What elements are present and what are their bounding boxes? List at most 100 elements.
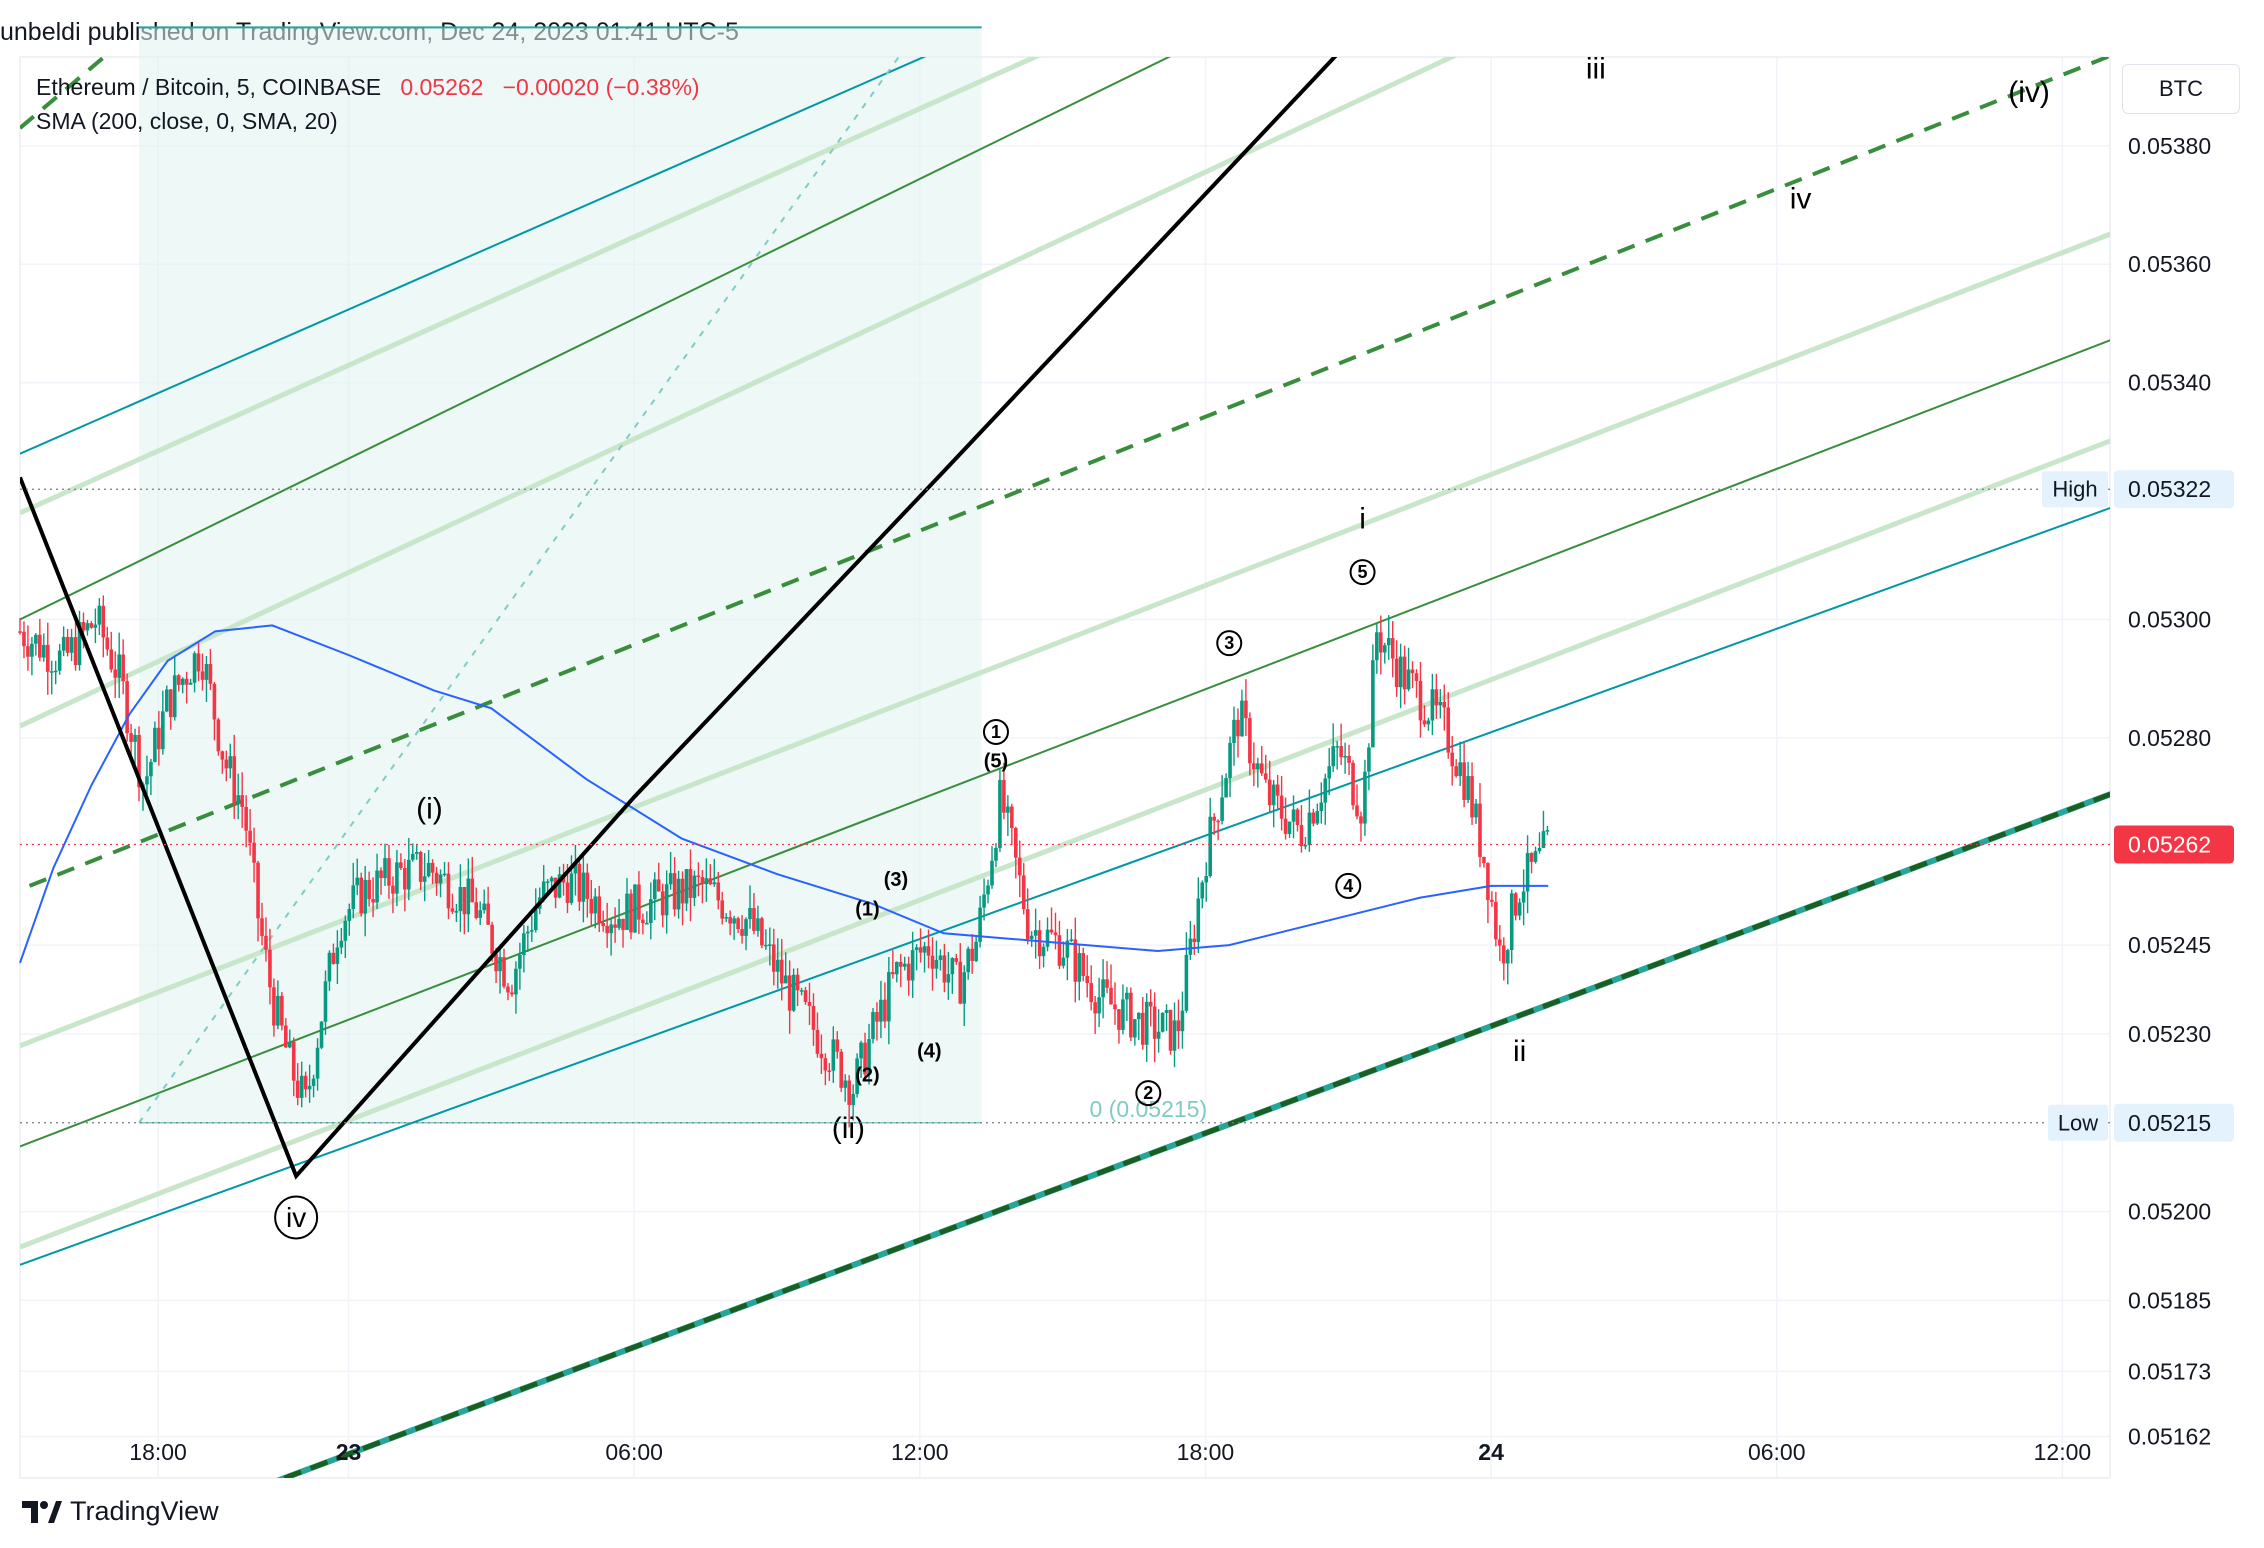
candle-body — [787, 975, 792, 1011]
candle-body — [97, 605, 102, 625]
candle-body — [1256, 763, 1260, 770]
candle-body — [557, 874, 562, 898]
candle-body — [61, 636, 66, 651]
candle-body — [621, 918, 625, 930]
fib-level-label: 0 (0.05215) — [1089, 1096, 1207, 1122]
candle-body — [260, 918, 264, 936]
candle-body — [1244, 700, 1248, 719]
candle-body — [89, 623, 94, 628]
candle-body — [1430, 689, 1435, 721]
wave-label: 4 — [1335, 872, 1362, 899]
candle-body — [1418, 680, 1423, 721]
price-tick-label: 0.05280 — [2128, 725, 2211, 751]
candle-body — [1129, 992, 1133, 1038]
wave-label: 5 — [1349, 559, 1376, 586]
wave-label-circle — [1135, 1080, 1162, 1107]
legend-indicator-row[interactable]: SMA (200, close, 0, SMA, 20) — [36, 108, 338, 135]
candle-body — [1295, 809, 1300, 826]
candle-body — [529, 930, 534, 932]
price-axis[interactable]: 0.05380 0.05360 0.05340 0.05300 0.05280 0.052… — [2114, 133, 2234, 1450]
candle-body — [974, 941, 978, 962]
candle-body — [696, 875, 701, 878]
candle-body — [1414, 673, 1419, 681]
wave-label-text: 4 — [1343, 876, 1353, 896]
tradingview-logo[interactable]: TradingView — [22, 1496, 219, 1527]
candle-body — [771, 944, 776, 972]
candle-body — [883, 999, 887, 1022]
candle-body — [859, 1042, 863, 1059]
wave-label: i — [1359, 502, 1366, 535]
candle-body — [1462, 762, 1466, 800]
time-tick-label: 18:00 — [1177, 1439, 1235, 1465]
candle-body — [871, 1012, 875, 1040]
candle-body — [1446, 707, 1451, 753]
candle-body — [1006, 806, 1010, 813]
candle-body — [1521, 891, 1526, 903]
candle-body — [422, 876, 427, 882]
candle-body — [847, 1080, 851, 1105]
candle-body — [843, 1080, 848, 1088]
candle-body — [692, 875, 697, 898]
candle-body — [1271, 784, 1276, 806]
candle-body — [680, 878, 685, 904]
time-axis[interactable]: 18:00 23 06:00 12:00 18:00 24 06:00 12:00 — [129, 1439, 2091, 1465]
candle-body — [208, 664, 213, 684]
candle-body — [1529, 852, 1534, 862]
candle-body — [581, 872, 586, 902]
candle-body — [1494, 901, 1498, 940]
tradingview-logo-icon — [22, 1500, 62, 1523]
wave-label: (3) — [884, 869, 908, 891]
candle-body — [1541, 831, 1546, 849]
candle-body — [109, 649, 114, 670]
candle-body — [1454, 766, 1458, 777]
candle-body — [145, 776, 149, 785]
candle-body — [1160, 1012, 1165, 1032]
candle-body — [514, 968, 518, 995]
candle-body — [85, 623, 90, 631]
wave-label-text: iii — [1586, 52, 1606, 85]
candle-body — [284, 1025, 288, 1048]
candle-body — [280, 995, 284, 1026]
wave-label: (5) — [984, 751, 1008, 773]
price-tick-label: 0.05185 — [2128, 1287, 2211, 1313]
candle-body — [962, 972, 967, 1004]
candle-body — [1109, 987, 1113, 1005]
candle-body — [922, 946, 927, 953]
candle-body — [1371, 660, 1375, 748]
low-label: Low — [2058, 1110, 2098, 1135]
candle-body — [1240, 700, 1244, 737]
channel-line-main — [277, 791, 2110, 1478]
candle-body — [811, 1005, 816, 1030]
candle-body — [978, 907, 982, 942]
candle-body — [795, 974, 800, 991]
symbol-label[interactable]: Ethereum / Bitcoin, 5, COINBASE — [36, 74, 382, 100]
candle-body — [1113, 1004, 1117, 1010]
candle-body — [704, 878, 709, 885]
candle-body — [204, 664, 209, 680]
candle-body — [1212, 816, 1216, 821]
brand-label: TradingView — [70, 1496, 219, 1526]
candle-body — [1248, 718, 1252, 764]
candle-body — [585, 872, 590, 899]
sma-indicator-label[interactable]: SMA (200, close, 0, SMA, 20) — [36, 108, 338, 134]
candle-body — [1486, 863, 1490, 900]
candle-body — [744, 919, 748, 936]
candle-body — [395, 862, 399, 894]
candle-body — [1121, 999, 1125, 1030]
currency-button[interactable]: BTC — [2122, 64, 2240, 114]
candle-body — [430, 862, 435, 873]
candle-body — [887, 972, 891, 1022]
candle-body — [914, 947, 919, 951]
wave-label-text: 3 — [1224, 633, 1234, 653]
last-price-axis-value: 0.05262 — [2128, 831, 2211, 857]
candle-body — [133, 734, 137, 742]
candle-body — [1236, 719, 1240, 737]
candle-body — [391, 885, 395, 894]
high-price-badge — [2114, 470, 2234, 509]
channel-line-dashed — [20, 57, 108, 130]
candle-body — [375, 870, 379, 903]
candle-body — [589, 898, 594, 914]
candle-body — [1021, 875, 1026, 910]
candle-body — [1085, 975, 1090, 984]
